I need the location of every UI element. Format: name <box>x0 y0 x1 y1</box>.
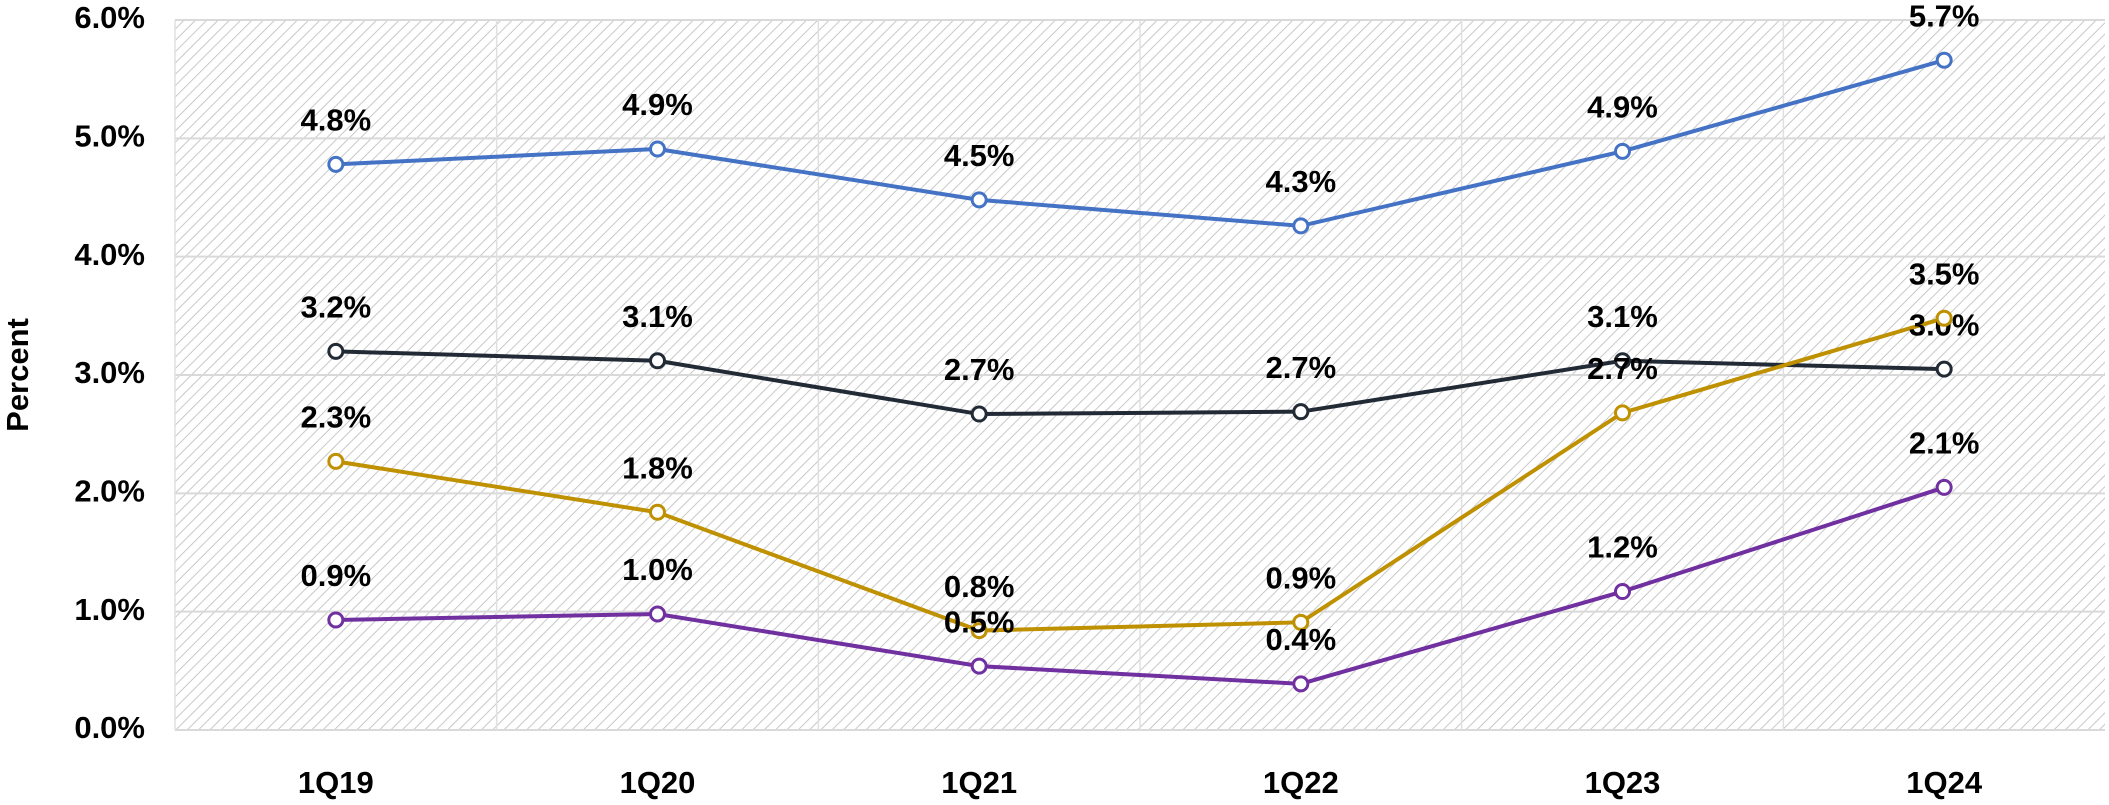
data-label: 3.2% <box>300 290 371 325</box>
y-tick-label: 3.0% <box>74 355 145 390</box>
series-line <box>335 349 1945 417</box>
data-label: 2.3% <box>300 400 371 435</box>
point <box>1292 613 1310 631</box>
series-line <box>335 485 1945 686</box>
point <box>649 352 666 370</box>
y-tick-label: 4.0% <box>74 237 145 272</box>
point <box>1935 478 1953 496</box>
data-label: 4.5% <box>944 138 1015 173</box>
point <box>1935 51 1953 69</box>
point <box>1614 583 1631 601</box>
data-label: 2.7% <box>1587 351 1658 386</box>
x-tick-label: 1Q23 <box>1585 765 1661 800</box>
x-tick-label: 1Q22 <box>1263 765 1339 800</box>
point <box>327 611 345 629</box>
point <box>649 605 666 623</box>
data-label: 4.9% <box>1587 90 1658 125</box>
series-line <box>335 316 1945 633</box>
point <box>1935 360 1953 378</box>
data-label: 3.5% <box>1909 256 1980 291</box>
data-label: 1.2% <box>1587 530 1658 565</box>
point <box>1614 352 1631 370</box>
point <box>970 191 988 209</box>
data-label: 0.9% <box>300 558 371 593</box>
data-label: 1.0% <box>622 552 693 587</box>
point <box>1614 142 1631 160</box>
data-label: 0.4% <box>1265 622 1336 657</box>
point <box>327 155 345 173</box>
point <box>1292 403 1310 421</box>
data-label: 0.9% <box>1265 561 1336 596</box>
y-axis-label: Percent <box>0 318 35 432</box>
x-tick-label: 1Q19 <box>298 765 374 800</box>
data-label: 4.3% <box>1265 164 1336 199</box>
data-label: 2.7% <box>1265 350 1336 385</box>
point <box>327 342 345 360</box>
data-label: 4.8% <box>300 103 371 138</box>
point <box>1614 404 1631 422</box>
data-label: 3.1% <box>622 299 693 334</box>
data-label: 5.7% <box>1909 0 1980 33</box>
point <box>649 140 666 158</box>
y-tick-label: 2.0% <box>74 474 145 509</box>
x-tick-label: 1Q21 <box>941 765 1017 800</box>
data-label: 0.8% <box>944 569 1015 604</box>
point <box>1292 675 1310 693</box>
data-label: 1.8% <box>622 450 693 485</box>
y-tick-label: 1.0% <box>74 592 145 627</box>
x-tick-label: 1Q24 <box>1906 765 1983 800</box>
y-tick-label: 0.0% <box>74 710 145 745</box>
point <box>970 622 988 640</box>
point <box>327 452 345 470</box>
point <box>649 503 666 521</box>
data-label: 2.1% <box>1909 426 1980 461</box>
point <box>970 405 988 423</box>
data-label: 4.9% <box>622 87 693 122</box>
point <box>1292 217 1310 235</box>
data-label: 0.5% <box>944 604 1015 639</box>
x-tick-label: 1Q20 <box>620 765 696 800</box>
point <box>1935 309 1953 327</box>
point <box>970 657 988 675</box>
y-tick-label: 5.0% <box>74 119 145 154</box>
data-label: 3.1% <box>1587 299 1658 334</box>
series-line <box>335 58 1945 228</box>
data-label: 2.7% <box>944 352 1015 387</box>
y-tick-label: 6.0% <box>74 0 145 35</box>
